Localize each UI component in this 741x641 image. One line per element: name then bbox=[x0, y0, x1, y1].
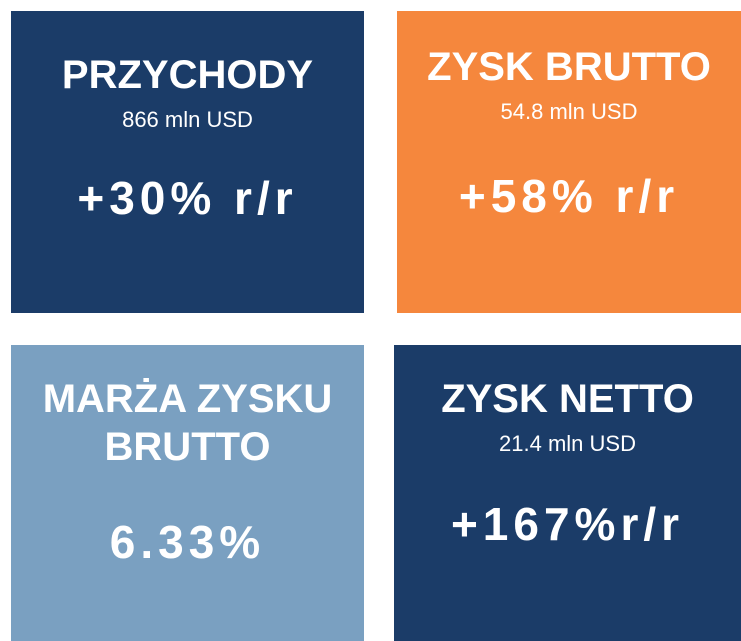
tile-title: ZYSK NETTO bbox=[441, 377, 694, 421]
tile-value: 6.33% bbox=[109, 516, 266, 568]
tile: PRZYCHODY 866 mln USD +30% r/r bbox=[11, 11, 364, 313]
tile-title: MARŻA ZYSKU BRUTTO bbox=[42, 377, 333, 469]
tile: MARŻA ZYSKU BRUTTO 6.33% bbox=[11, 345, 364, 641]
tile: ZYSK NETTO 21.4 mln USD +167%r/r bbox=[394, 345, 741, 641]
tile-subtitle: 21.4 mln USD bbox=[499, 431, 636, 456]
tile-value: +58% r/r bbox=[458, 170, 680, 222]
tile-subtitle: 866 mln USD bbox=[122, 107, 253, 132]
tile-subtitle: 54.8 mln USD bbox=[500, 99, 638, 124]
tile-value: +167%r/r bbox=[450, 498, 685, 550]
tile-title: PRZYCHODY bbox=[61, 53, 314, 97]
tile: ZYSK BRUTTO 54.8 mln USD +58% r/r bbox=[397, 11, 741, 313]
tile-title: ZYSK BRUTTO bbox=[427, 45, 711, 89]
tile-value: +30% r/r bbox=[77, 172, 298, 224]
